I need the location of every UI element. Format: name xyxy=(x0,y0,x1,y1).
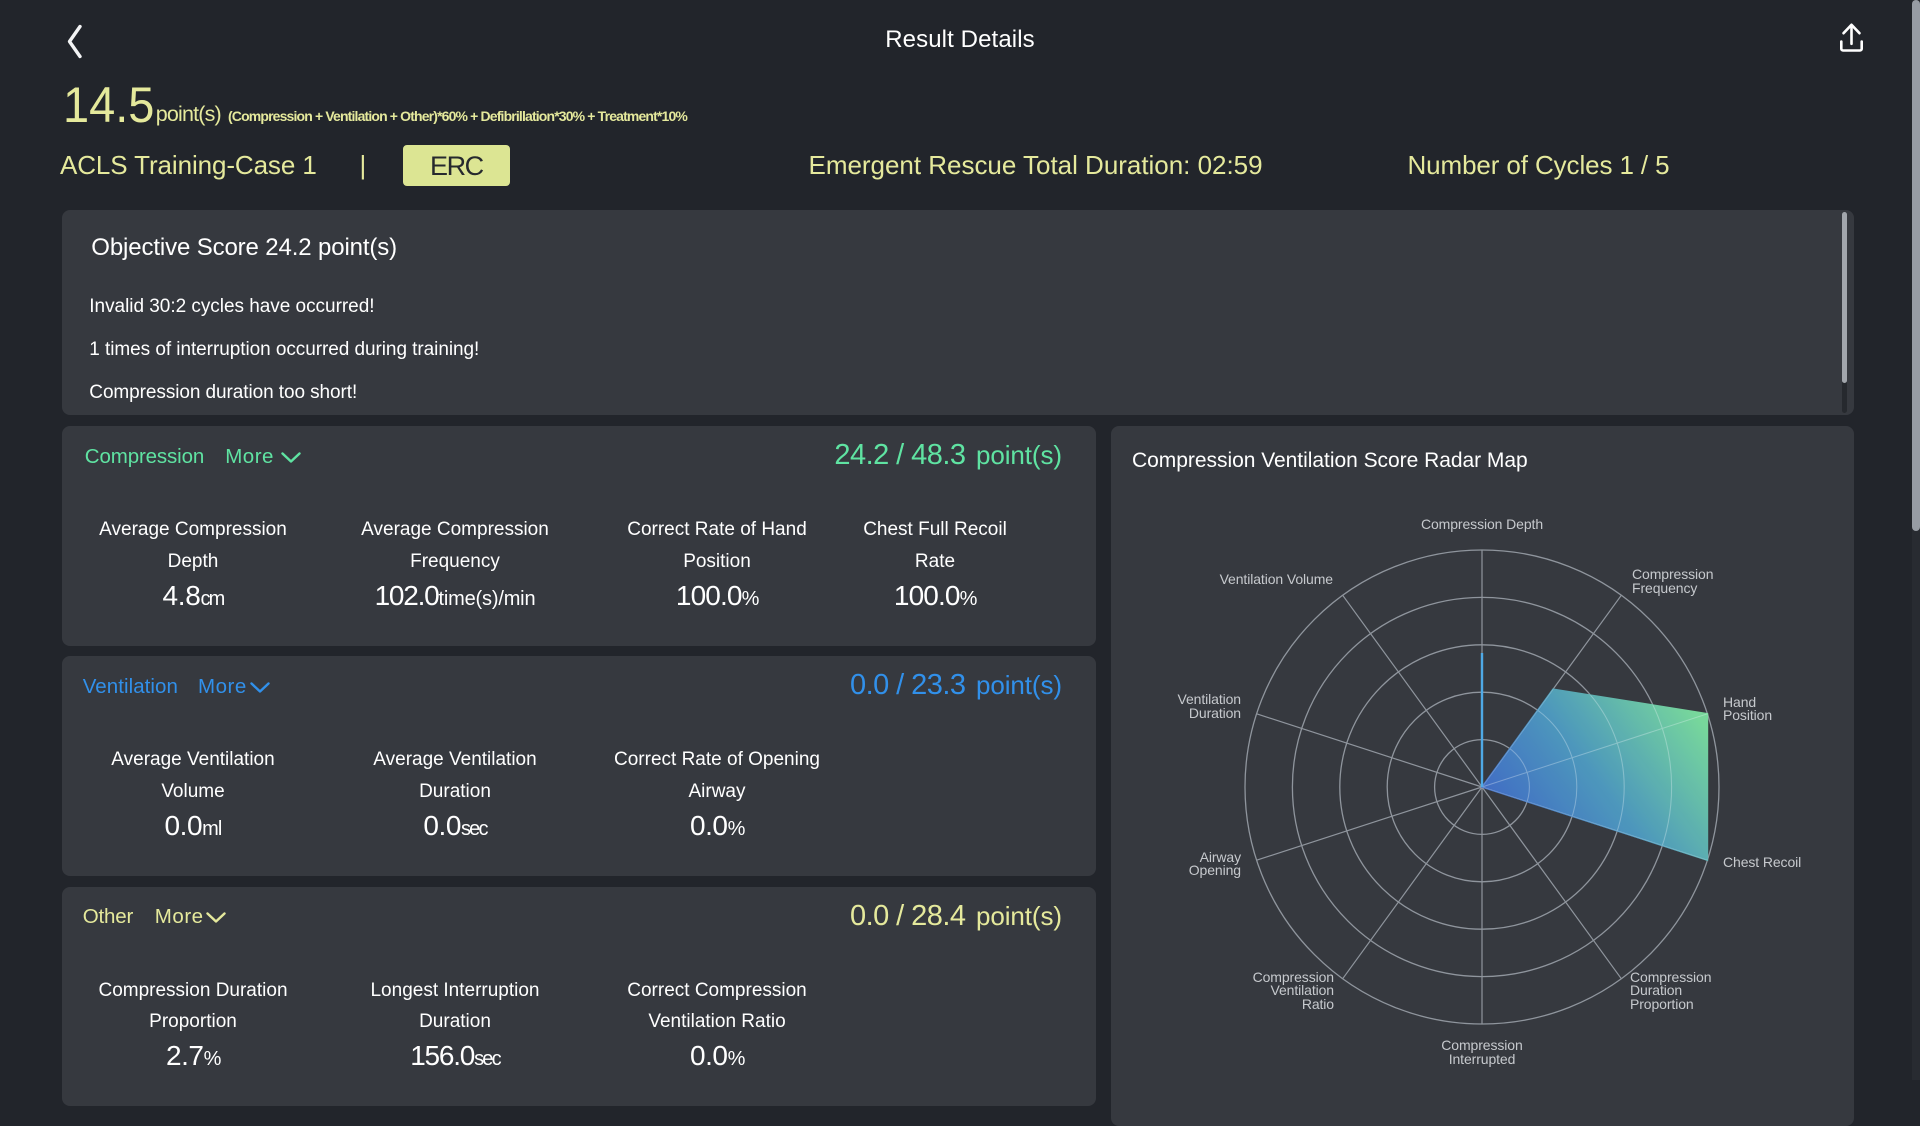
svg-text:Hand: Hand xyxy=(1723,694,1756,710)
svg-text:Compression: Compression xyxy=(1253,969,1334,985)
svg-text:Airway: Airway xyxy=(1200,849,1242,865)
svg-text:Duration: Duration xyxy=(1189,705,1241,721)
svg-text:Proportion: Proportion xyxy=(1630,996,1694,1012)
svg-text:Duration: Duration xyxy=(1630,982,1682,998)
svg-text:Ratio: Ratio xyxy=(1302,996,1334,1012)
svg-text:Compression: Compression xyxy=(1630,969,1711,985)
svg-text:Ventilation Volume: Ventilation Volume xyxy=(1220,571,1334,587)
svg-text:Frequency: Frequency xyxy=(1632,580,1697,596)
svg-text:Position: Position xyxy=(1723,707,1772,723)
svg-text:Chest Recoil: Chest Recoil xyxy=(1723,854,1801,870)
svg-text:Compression: Compression xyxy=(1632,566,1713,582)
svg-text:Opening: Opening xyxy=(1189,862,1241,878)
svg-text:Compression Depth: Compression Depth xyxy=(1421,516,1543,532)
svg-text:Interrupted: Interrupted xyxy=(1449,1051,1516,1067)
svg-text:Ventilation: Ventilation xyxy=(1177,691,1241,707)
svg-text:Ventilation: Ventilation xyxy=(1270,982,1334,998)
svg-text:Compression: Compression xyxy=(1441,1037,1522,1053)
